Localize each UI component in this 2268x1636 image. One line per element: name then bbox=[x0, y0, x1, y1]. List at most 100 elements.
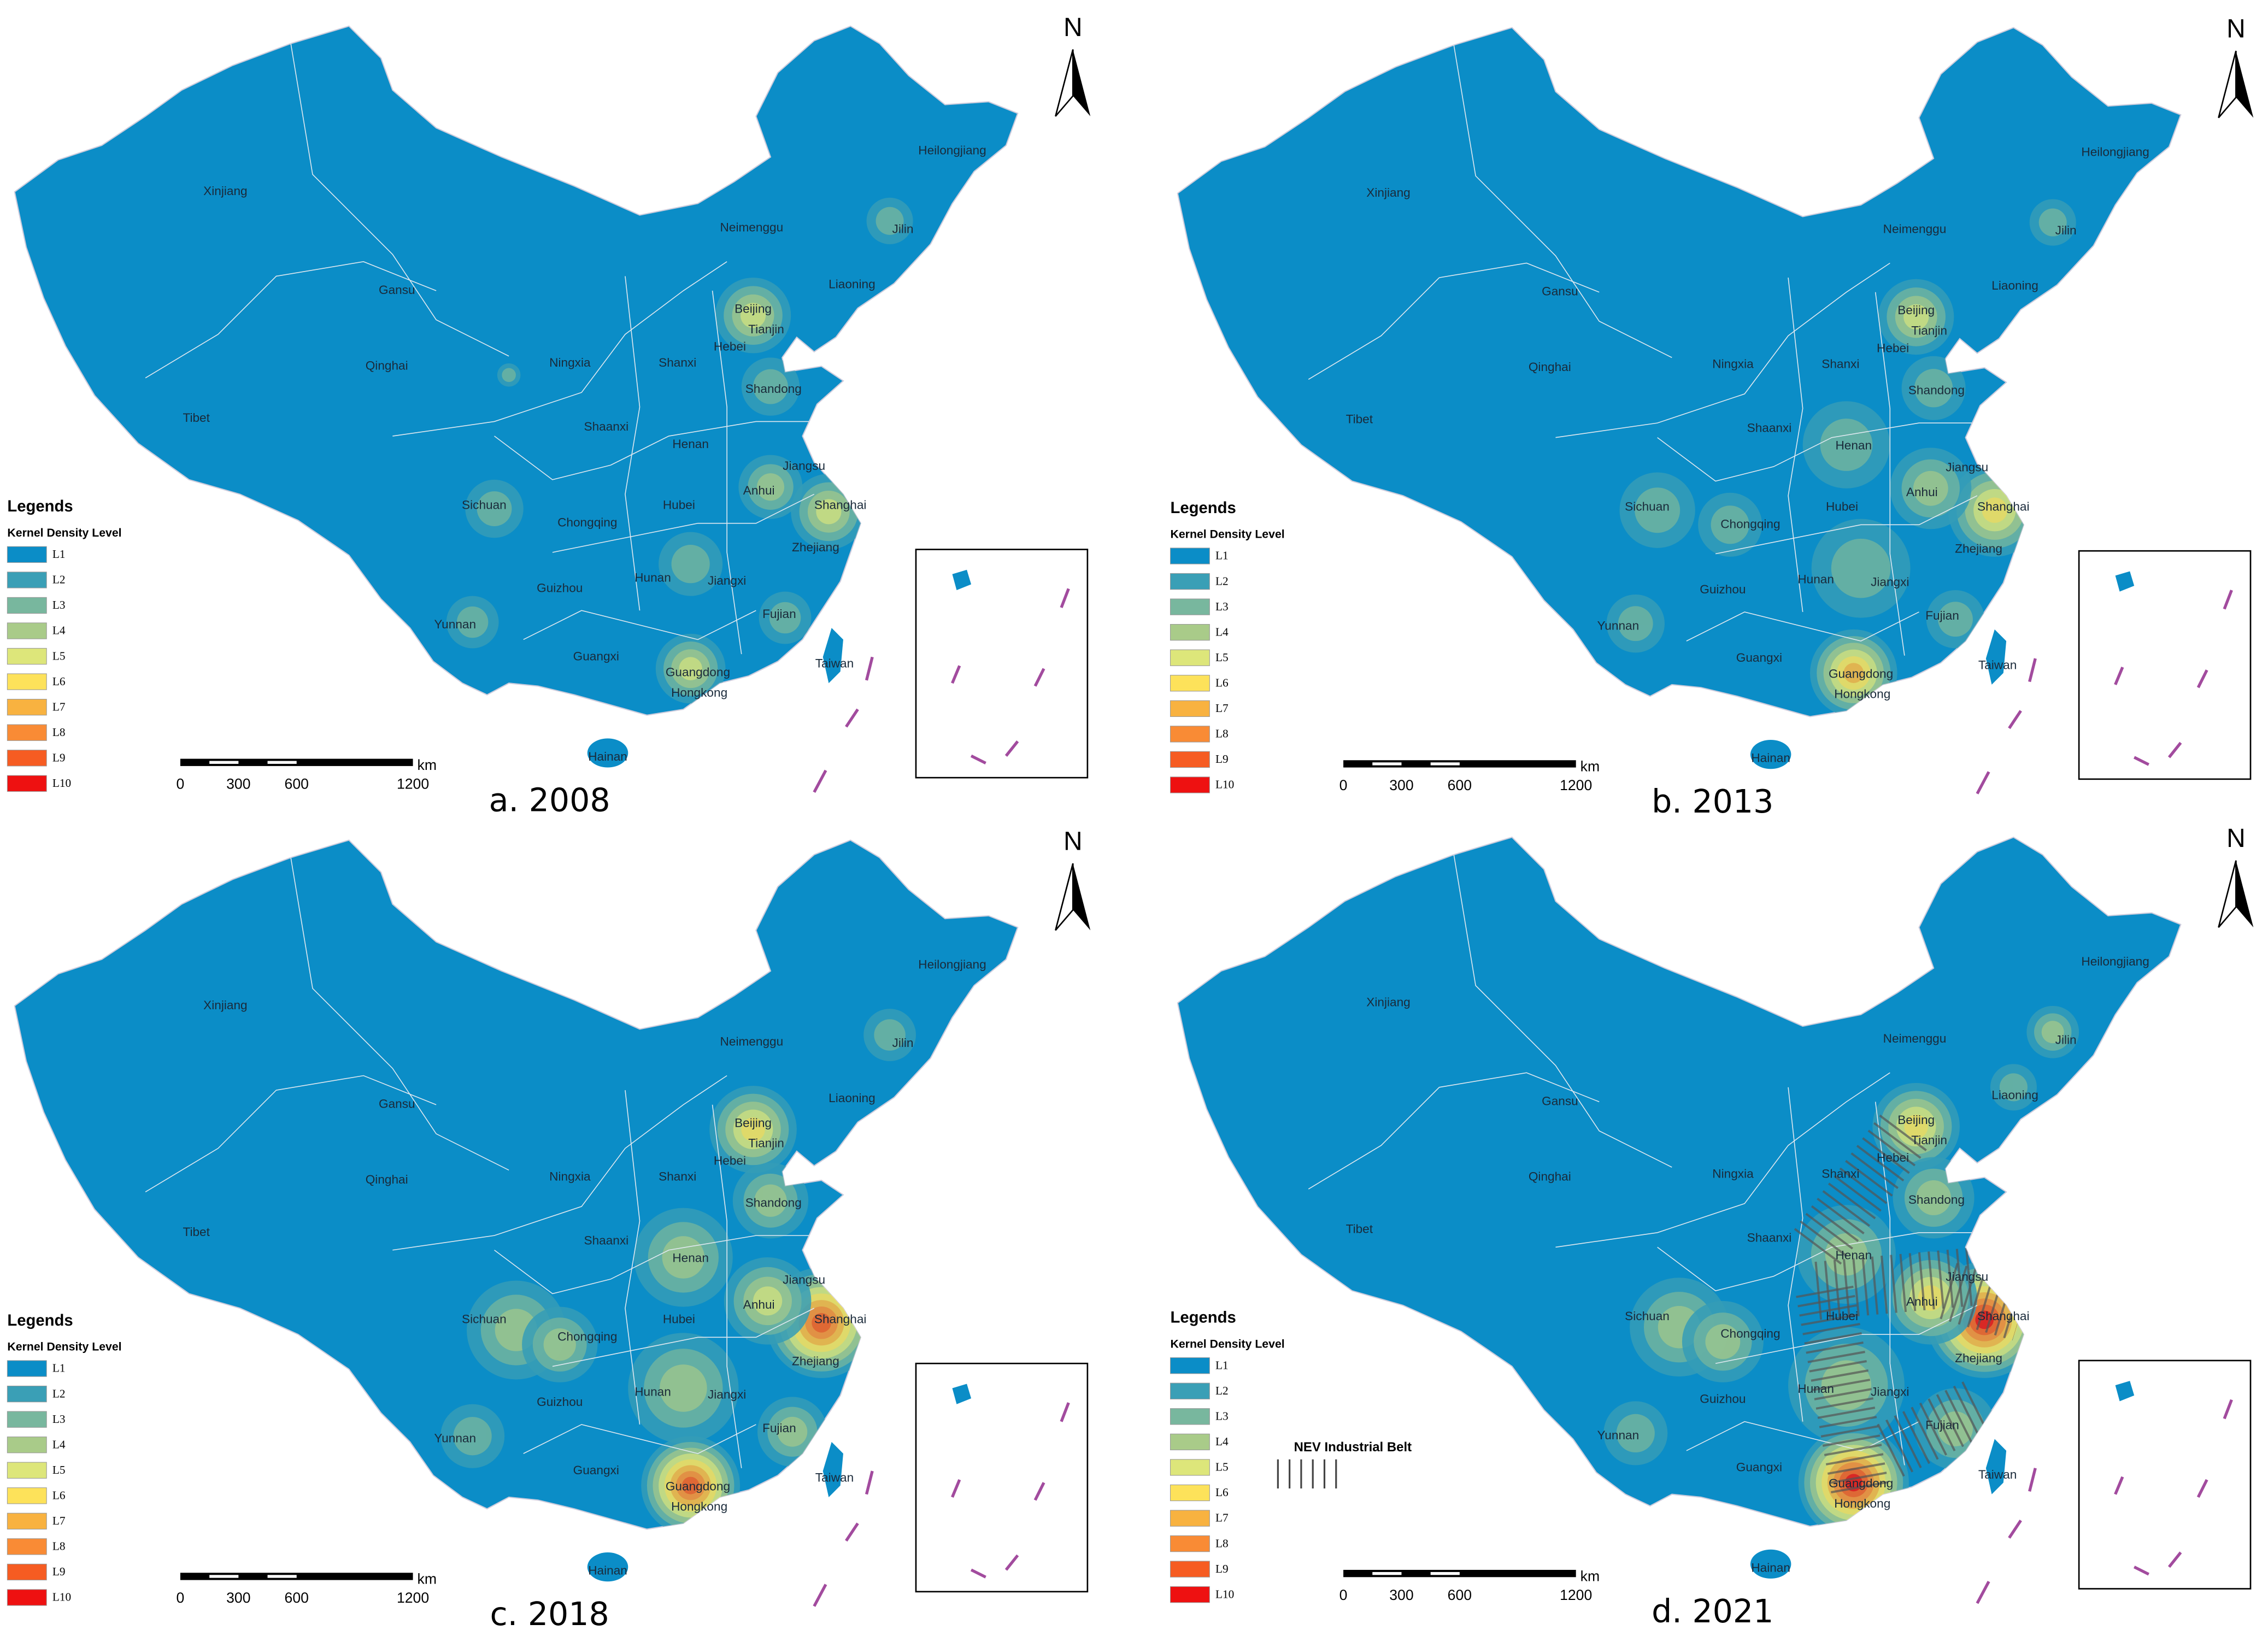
province-label: Fujian bbox=[1925, 609, 1959, 622]
density-ring bbox=[753, 369, 788, 404]
inset-boundary bbox=[1033, 668, 1045, 687]
province-label: Shaanxi bbox=[584, 420, 629, 433]
province-label: Jilin bbox=[892, 222, 914, 236]
panel-caption: d. 2021 bbox=[1652, 1593, 1773, 1630]
scale-seg bbox=[209, 761, 239, 764]
inset-boundary bbox=[2114, 1476, 2124, 1495]
north-label: N bbox=[1064, 13, 1083, 42]
density-ring bbox=[1916, 1180, 1952, 1215]
province-border bbox=[552, 493, 815, 553]
legend-swatch bbox=[1170, 776, 1210, 793]
legend-label: L6 bbox=[52, 1489, 66, 1502]
legend-subtitle: Kernel Density Level bbox=[1171, 1337, 1285, 1350]
province-label: Guangxi bbox=[573, 649, 619, 663]
province-label: Zhejiang bbox=[792, 1355, 839, 1368]
inset-boundary bbox=[2223, 1399, 2233, 1420]
province-label: Shanxi bbox=[659, 1170, 696, 1184]
north-arrow-fill bbox=[2236, 51, 2254, 118]
province-label: Hebei bbox=[1877, 1151, 1909, 1164]
inset-boundary bbox=[2167, 742, 2182, 758]
province-label: Qinghai bbox=[366, 358, 408, 372]
inset-frame bbox=[2078, 550, 2252, 780]
inset-boundary bbox=[1060, 588, 1070, 608]
province-label: Beijing bbox=[1897, 1113, 1935, 1127]
legend-label: L8 bbox=[52, 726, 66, 739]
density-ring bbox=[756, 473, 785, 501]
belt-axis bbox=[1940, 1263, 2029, 1341]
belt-legend: NEV Industrial Belt bbox=[1277, 1440, 1412, 1488]
sea-boundary bbox=[813, 1584, 827, 1607]
province-label: Shandong bbox=[1908, 1193, 1965, 1207]
province-label: Guizhou bbox=[537, 581, 583, 595]
province-label: Fujian bbox=[1925, 1419, 1959, 1432]
province-label: Neimenggu bbox=[1883, 222, 1947, 236]
province-label: Neimenggu bbox=[1883, 1032, 1947, 1045]
legend-label: L9 bbox=[1215, 752, 1229, 766]
province-label: Heilongjiang bbox=[918, 957, 986, 971]
province-label: Fujian bbox=[762, 1421, 796, 1435]
legend-swatch bbox=[7, 648, 47, 665]
province-label: Shandong bbox=[745, 382, 802, 396]
legend-swatch bbox=[7, 1360, 47, 1377]
belt-axis bbox=[1814, 1247, 1980, 1320]
density-ring bbox=[1711, 505, 1749, 544]
scale-tick-label: 300 bbox=[226, 1590, 250, 1606]
province-border bbox=[1308, 1072, 1600, 1190]
province-label: Tianjin bbox=[748, 1137, 784, 1150]
density-ring bbox=[812, 1313, 831, 1333]
province-border bbox=[1686, 611, 1919, 642]
density-ring bbox=[1831, 538, 1891, 598]
legend-swatch bbox=[1170, 1433, 1210, 1451]
legend-label: L2 bbox=[52, 573, 66, 586]
province-label: Jilin bbox=[2055, 223, 2077, 237]
province-border bbox=[494, 1235, 814, 1294]
province-label: Hubei bbox=[1826, 1309, 1858, 1323]
province-label: Ningxia bbox=[549, 1170, 591, 1184]
province-border bbox=[1875, 292, 1905, 656]
legend-swatch bbox=[1170, 1586, 1210, 1603]
province-label: Hainan bbox=[1751, 1561, 1790, 1574]
province-border bbox=[1686, 1421, 1919, 1451]
legend-label: L3 bbox=[1215, 600, 1229, 613]
north-arrow-fill bbox=[1073, 49, 1091, 116]
province-label: Sichuan bbox=[462, 498, 507, 512]
sea-boundary bbox=[845, 708, 859, 728]
province-label: Guangxi bbox=[573, 1463, 619, 1477]
legend-label: L7 bbox=[1215, 1511, 1229, 1525]
scale-tick-label: 300 bbox=[226, 776, 250, 792]
legend-swatch bbox=[1170, 649, 1210, 666]
legend-subtitle: Kernel Density Level bbox=[7, 1340, 121, 1353]
sea-boundary bbox=[1976, 771, 1990, 795]
province-label: Hongkong bbox=[1834, 1497, 1890, 1510]
inset-boundary bbox=[951, 665, 961, 684]
density-ring bbox=[741, 1117, 765, 1141]
scale-tick-label: 300 bbox=[1389, 1587, 1413, 1603]
province-label: Qinghai bbox=[1529, 360, 1571, 374]
province-border bbox=[625, 276, 641, 611]
scale-tick-label: 1200 bbox=[1560, 1587, 1592, 1603]
scale-unit: km bbox=[1580, 1568, 1600, 1584]
inset-boundary bbox=[2223, 590, 2233, 610]
province-label: Neimenggu bbox=[720, 1034, 784, 1048]
province-label: Beijing bbox=[1897, 303, 1935, 317]
legend-swatch bbox=[1170, 1535, 1210, 1552]
province-label: Shandong bbox=[745, 1196, 802, 1210]
legend-label: L10 bbox=[52, 1591, 71, 1604]
legend-swatch bbox=[1170, 1484, 1210, 1502]
density-ring bbox=[1820, 419, 1873, 471]
province-border bbox=[712, 1104, 742, 1468]
hainan bbox=[587, 1552, 628, 1582]
inset-boundary bbox=[1004, 1554, 1019, 1571]
province-label: Shanxi bbox=[1822, 357, 1859, 371]
province-border bbox=[552, 1308, 815, 1367]
legend-title: Legends bbox=[1171, 1309, 1236, 1326]
province-label: Fujian bbox=[762, 607, 796, 621]
province-border bbox=[523, 610, 756, 640]
density-ring bbox=[681, 1476, 700, 1494]
scale-tick-label: 1200 bbox=[397, 1590, 429, 1606]
inset-boundary bbox=[2133, 1566, 2149, 1576]
scale-tick-label: 1200 bbox=[1560, 777, 1592, 793]
province-border bbox=[494, 421, 814, 480]
panel-caption: c. 2018 bbox=[490, 1596, 609, 1633]
province-label: Hubei bbox=[1826, 499, 1858, 513]
